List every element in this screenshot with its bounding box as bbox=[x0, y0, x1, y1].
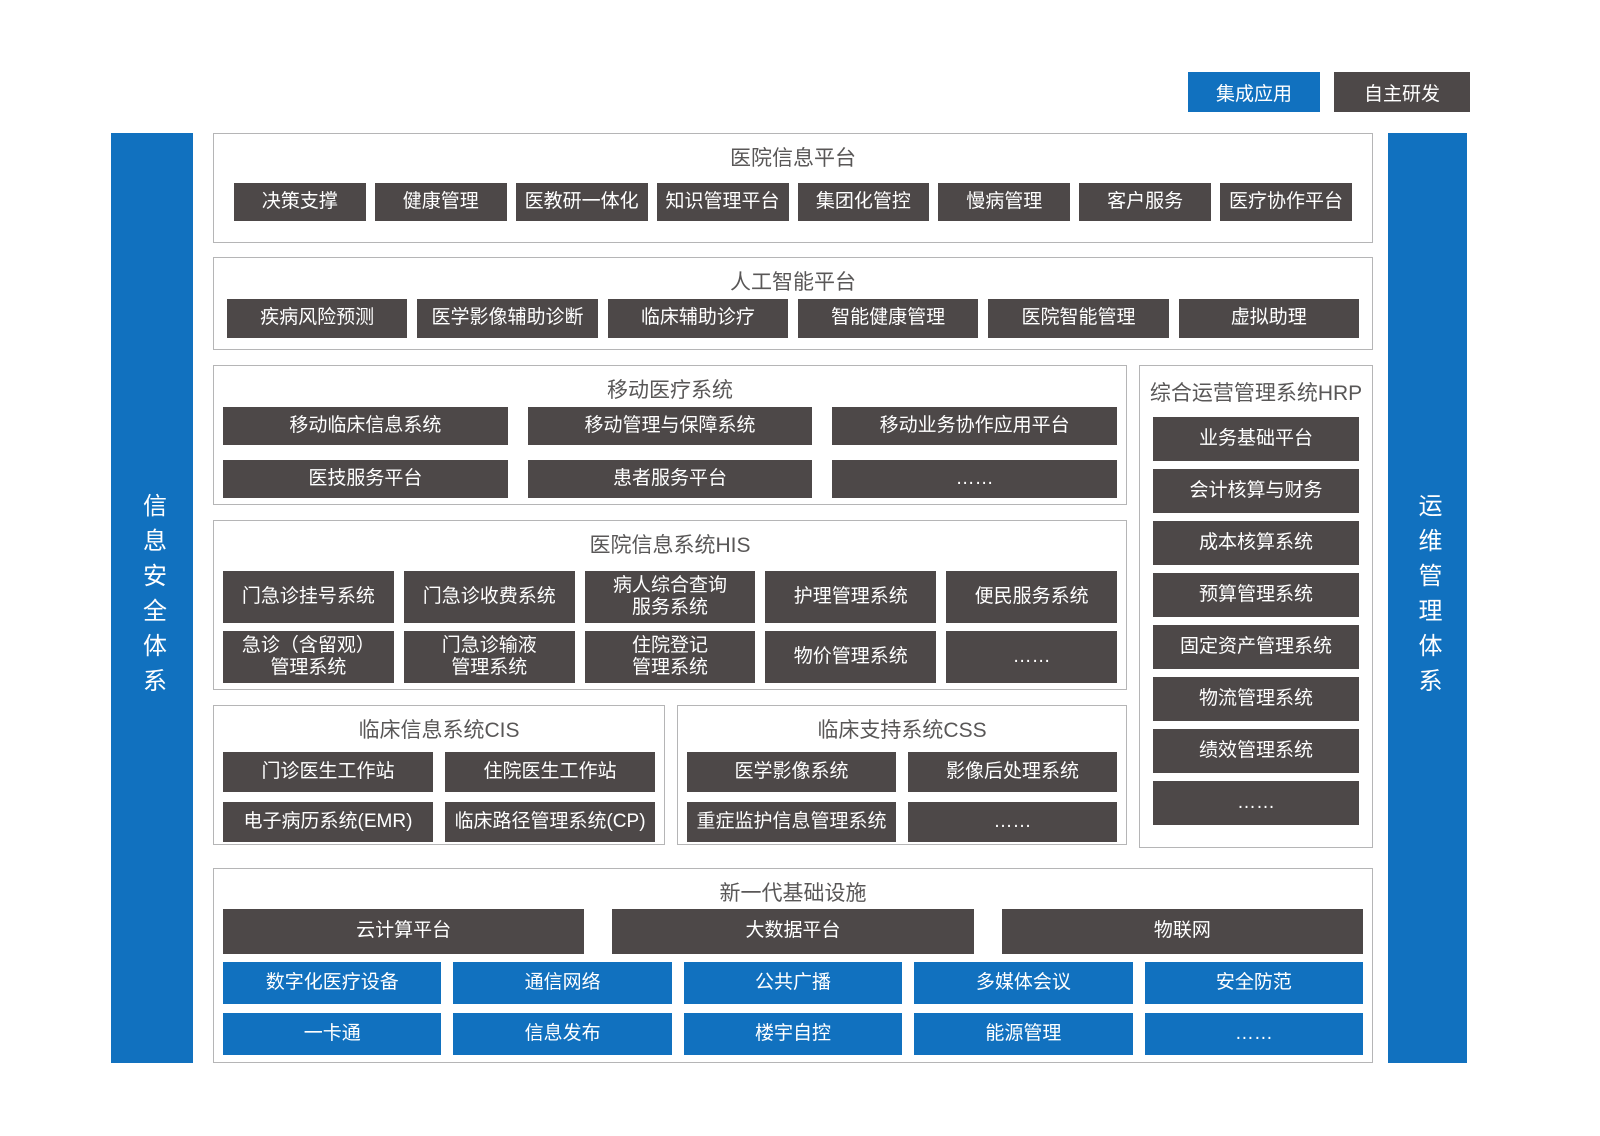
system-box: 医技服务平台 bbox=[223, 460, 508, 498]
css-box-row: 重症监护信息管理系统 …… bbox=[678, 802, 1126, 842]
system-box: 医疗协作平台 bbox=[1220, 183, 1352, 221]
infra-dark-row: 云计算平台 大数据平台 物联网 bbox=[214, 909, 1372, 954]
cis-box-row: 电子病历系统(EMR) 临床路径管理系统(CP) bbox=[214, 802, 664, 842]
system-box: 大数据平台 bbox=[612, 909, 974, 954]
system-box: 重症监护信息管理系统 bbox=[687, 802, 896, 842]
section-his: 医院信息系统HIS 门急诊挂号系统 门急诊收费系统 病人综合查询 服务系统 护理… bbox=[213, 520, 1127, 690]
platform-box-row: 决策支撑 健康管理 医教研一体化 知识管理平台 集团化管控 慢病管理 客户服务 … bbox=[214, 183, 1372, 221]
mobile-box-row: 移动临床信息系统 移动管理与保障系统 移动业务协作应用平台 bbox=[214, 407, 1126, 445]
legend-integrated-application: 集成应用 bbox=[1188, 72, 1320, 112]
system-box: 住院医生工作站 bbox=[445, 752, 655, 792]
section-title: 综合运营管理系统HRP bbox=[1149, 382, 1363, 405]
ellipsis-box: …… bbox=[946, 631, 1117, 683]
section-ai-platform: 人工智能平台 疾病风险预测 医学影像辅助诊断 临床辅助诊疗 智能健康管理 医院智… bbox=[213, 257, 1373, 350]
ellipsis-box: …… bbox=[1153, 781, 1359, 825]
ellipsis-box: …… bbox=[908, 802, 1117, 842]
mobile-box-row: 医技服务平台 患者服务平台 …… bbox=[214, 460, 1126, 498]
section-infrastructure: 新一代基础设施 云计算平台 大数据平台 物联网 数字化医疗设备 通信网络 公共广… bbox=[213, 868, 1373, 1063]
his-box-row: 急诊（含留观） 管理系统 门急诊输液 管理系统 住院登记 管理系统 物价管理系统… bbox=[214, 631, 1126, 683]
infra-blue-row: 数字化医疗设备 通信网络 公共广播 多媒体会议 安全防范 bbox=[214, 962, 1372, 1004]
section-hospital-info-platform: 医院信息平台 决策支撑 健康管理 医教研一体化 知识管理平台 集团化管控 慢病管… bbox=[213, 133, 1373, 243]
section-title: 新一代基础设施 bbox=[719, 882, 867, 905]
system-box: 预算管理系统 bbox=[1153, 573, 1359, 617]
system-box: 通信网络 bbox=[453, 962, 672, 1004]
hrp-box-column: 业务基础平台 会计核算与财务 成本核算系统 预算管理系统 固定资产管理系统 物流… bbox=[1140, 417, 1372, 825]
system-box: 一卡通 bbox=[223, 1013, 442, 1055]
system-box: 公共广播 bbox=[683, 962, 903, 1004]
his-box-row: 门急诊挂号系统 门急诊收费系统 病人综合查询 服务系统 护理管理系统 便民服务系… bbox=[214, 571, 1126, 623]
section-cis: 临床信息系统CIS 门诊医生工作站 住院医生工作站 电子病历系统(EMR) 临床… bbox=[213, 705, 665, 845]
system-box: 移动业务协作应用平台 bbox=[832, 407, 1118, 445]
infra-blue-row: 一卡通 信息发布 楼宇自控 能源管理 …… bbox=[214, 1013, 1372, 1055]
system-box: 医教研一体化 bbox=[515, 183, 648, 221]
system-box: 物流管理系统 bbox=[1153, 677, 1359, 721]
system-box: 疾病风险预测 bbox=[227, 299, 408, 338]
system-box: 业务基础平台 bbox=[1153, 417, 1359, 461]
system-box: 便民服务系统 bbox=[946, 571, 1117, 623]
ops-management-sidebar: 运维管理体系 bbox=[1388, 133, 1467, 1063]
css-box-row: 医学影像系统 影像后处理系统 bbox=[678, 752, 1126, 792]
cis-box-row: 门诊医生工作站 住院医生工作站 bbox=[214, 752, 664, 792]
system-box: 临床辅助诊疗 bbox=[607, 299, 788, 338]
system-box: 门急诊挂号系统 bbox=[223, 571, 394, 623]
system-box: 门诊医生工作站 bbox=[223, 752, 433, 792]
system-box: 患者服务平台 bbox=[527, 460, 813, 498]
system-box: 智能健康管理 bbox=[797, 299, 979, 338]
ellipsis-box: …… bbox=[1144, 1013, 1364, 1055]
section-mobile-medical: 移动医疗系统 移动临床信息系统 移动管理与保障系统 移动业务协作应用平台 医技服… bbox=[213, 365, 1127, 505]
system-box: 门急诊收费系统 bbox=[403, 571, 575, 623]
system-box: 云计算平台 bbox=[223, 909, 585, 954]
system-box: 健康管理 bbox=[374, 183, 507, 221]
system-box: 会计核算与财务 bbox=[1153, 469, 1359, 513]
system-box: 集团化管控 bbox=[797, 183, 930, 221]
system-box: 安全防范 bbox=[1144, 962, 1364, 1004]
section-title: 临床支持系统CSS bbox=[817, 719, 987, 742]
system-box: 物价管理系统 bbox=[765, 631, 937, 683]
system-box: 影像后处理系统 bbox=[908, 752, 1117, 792]
system-box: 病人综合查询 服务系统 bbox=[584, 571, 756, 623]
system-box: 多媒体会议 bbox=[914, 962, 1133, 1004]
system-box: 决策支撑 bbox=[234, 183, 366, 221]
section-title: 医院信息系统HIS bbox=[589, 534, 751, 557]
section-css: 临床支持系统CSS 医学影像系统 影像后处理系统 重症监护信息管理系统 …… bbox=[677, 705, 1127, 845]
ops-management-label: 运维管理体系 bbox=[1414, 493, 1441, 703]
info-security-sidebar: 信息安全体系 bbox=[111, 133, 193, 1063]
system-box: 绩效管理系统 bbox=[1153, 729, 1359, 773]
section-title: 医院信息平台 bbox=[730, 147, 856, 170]
section-title: 移动医疗系统 bbox=[607, 379, 733, 402]
system-box: 物联网 bbox=[1001, 909, 1363, 954]
system-box: 医院智能管理 bbox=[988, 299, 1169, 338]
system-box: 慢病管理 bbox=[938, 183, 1071, 221]
system-box: 成本核算系统 bbox=[1153, 521, 1359, 565]
system-box: 护理管理系统 bbox=[765, 571, 937, 623]
system-box: 移动临床信息系统 bbox=[223, 407, 508, 445]
section-hrp: 综合运营管理系统HRP 业务基础平台 会计核算与财务 成本核算系统 预算管理系统… bbox=[1139, 365, 1373, 848]
system-box: 门急诊输液 管理系统 bbox=[403, 631, 575, 683]
system-box: 客户服务 bbox=[1079, 183, 1212, 221]
ellipsis-box: …… bbox=[832, 460, 1118, 498]
system-box: 信息发布 bbox=[453, 1013, 672, 1055]
section-title: 临床信息系统CIS bbox=[358, 719, 520, 742]
system-box: 知识管理平台 bbox=[656, 183, 789, 221]
system-box: 楼宇自控 bbox=[683, 1013, 903, 1055]
system-box: 医学影像系统 bbox=[687, 752, 896, 792]
info-security-label: 信息安全体系 bbox=[138, 493, 166, 703]
system-box: 数字化医疗设备 bbox=[223, 962, 442, 1004]
system-box: 固定资产管理系统 bbox=[1153, 625, 1359, 669]
system-box: 急诊（含留观） 管理系统 bbox=[223, 631, 394, 683]
system-box: 电子病历系统(EMR) bbox=[223, 802, 433, 842]
system-box: 住院登记 管理系统 bbox=[584, 631, 756, 683]
system-box: 移动管理与保障系统 bbox=[527, 407, 813, 445]
legend-self-developed: 自主研发 bbox=[1334, 72, 1470, 112]
ai-box-row: 疾病风险预测 医学影像辅助诊断 临床辅助诊疗 智能健康管理 医院智能管理 虚拟助… bbox=[214, 299, 1372, 338]
section-title: 人工智能平台 bbox=[730, 271, 856, 294]
system-box: 临床路径管理系统(CP) bbox=[445, 802, 655, 842]
system-box: 虚拟助理 bbox=[1178, 299, 1359, 338]
system-box: 医学影像辅助诊断 bbox=[417, 299, 598, 338]
system-box: 能源管理 bbox=[914, 1013, 1133, 1055]
